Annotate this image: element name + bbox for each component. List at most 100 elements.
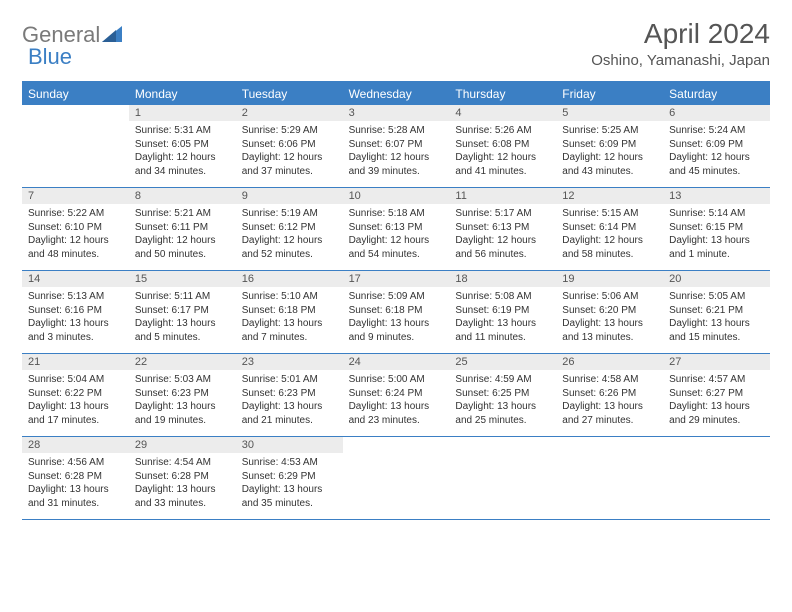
month-title: April 2024	[591, 18, 770, 50]
header: General April 2024 Oshino, Yamanashi, Ja…	[22, 18, 770, 69]
sunrise-line: Sunrise: 5:06 AM	[562, 290, 657, 304]
sunrise-line: Sunrise: 4:57 AM	[669, 373, 764, 387]
weekday-fri: Friday	[556, 83, 663, 105]
day-cell: 24Sunrise: 5:00 AMSunset: 6:24 PMDayligh…	[343, 354, 450, 436]
day-cell: 4Sunrise: 5:26 AMSunset: 6:08 PMDaylight…	[449, 105, 556, 187]
sunset-line: Sunset: 6:23 PM	[135, 387, 230, 401]
day-cell: 1Sunrise: 5:31 AMSunset: 6:05 PMDaylight…	[129, 105, 236, 187]
sunset-line: Sunset: 6:06 PM	[242, 138, 337, 152]
day-body: Sunrise: 5:31 AMSunset: 6:05 PMDaylight:…	[129, 121, 236, 182]
day-body: Sunrise: 5:09 AMSunset: 6:18 PMDaylight:…	[343, 287, 450, 348]
day-body: Sunrise: 5:18 AMSunset: 6:13 PMDaylight:…	[343, 204, 450, 265]
logo-triangle-icon	[102, 26, 122, 44]
day-cell: 3Sunrise: 5:28 AMSunset: 6:07 PMDaylight…	[343, 105, 450, 187]
weekday-sat: Saturday	[663, 83, 770, 105]
daylight-line: Daylight: 13 hours and 25 minutes.	[455, 400, 550, 427]
sunrise-line: Sunrise: 5:21 AM	[135, 207, 230, 221]
daylight-line: Daylight: 13 hours and 9 minutes.	[349, 317, 444, 344]
daylight-line: Daylight: 13 hours and 3 minutes.	[28, 317, 123, 344]
sunrise-line: Sunrise: 4:54 AM	[135, 456, 230, 470]
sunset-line: Sunset: 6:07 PM	[349, 138, 444, 152]
weekday-tue: Tuesday	[236, 83, 343, 105]
sunrise-line: Sunrise: 5:17 AM	[455, 207, 550, 221]
day-number: 3	[343, 105, 450, 121]
day-body: Sunrise: 5:10 AMSunset: 6:18 PMDaylight:…	[236, 287, 343, 348]
sunset-line: Sunset: 6:18 PM	[349, 304, 444, 318]
day-number: 21	[22, 354, 129, 370]
sunset-line: Sunset: 6:10 PM	[28, 221, 123, 235]
day-cell: 19Sunrise: 5:06 AMSunset: 6:20 PMDayligh…	[556, 271, 663, 353]
sunset-line: Sunset: 6:15 PM	[669, 221, 764, 235]
daylight-line: Daylight: 12 hours and 58 minutes.	[562, 234, 657, 261]
sunrise-line: Sunrise: 5:14 AM	[669, 207, 764, 221]
daylight-line: Daylight: 12 hours and 43 minutes.	[562, 151, 657, 178]
day-number: 19	[556, 271, 663, 287]
day-number: 15	[129, 271, 236, 287]
sunrise-line: Sunrise: 5:18 AM	[349, 207, 444, 221]
day-body: Sunrise: 4:57 AMSunset: 6:27 PMDaylight:…	[663, 370, 770, 431]
day-body: Sunrise: 4:54 AMSunset: 6:28 PMDaylight:…	[129, 453, 236, 514]
sunrise-line: Sunrise: 5:10 AM	[242, 290, 337, 304]
daylight-line: Daylight: 13 hours and 15 minutes.	[669, 317, 764, 344]
day-cell: 28Sunrise: 4:56 AMSunset: 6:28 PMDayligh…	[22, 437, 129, 519]
location-text: Oshino, Yamanashi, Japan	[591, 52, 770, 69]
day-number: 6	[663, 105, 770, 121]
sunrise-line: Sunrise: 5:26 AM	[455, 124, 550, 138]
sunrise-line: Sunrise: 5:11 AM	[135, 290, 230, 304]
day-number: 9	[236, 188, 343, 204]
day-cell: 15Sunrise: 5:11 AMSunset: 6:17 PMDayligh…	[129, 271, 236, 353]
day-number: 25	[449, 354, 556, 370]
day-cell	[556, 437, 663, 519]
weekday-mon: Monday	[129, 83, 236, 105]
day-cell: 29Sunrise: 4:54 AMSunset: 6:28 PMDayligh…	[129, 437, 236, 519]
day-number: 12	[556, 188, 663, 204]
day-cell: 7Sunrise: 5:22 AMSunset: 6:10 PMDaylight…	[22, 188, 129, 270]
day-cell: 6Sunrise: 5:24 AMSunset: 6:09 PMDaylight…	[663, 105, 770, 187]
day-number: 29	[129, 437, 236, 453]
daylight-line: Daylight: 13 hours and 27 minutes.	[562, 400, 657, 427]
daylight-line: Daylight: 13 hours and 11 minutes.	[455, 317, 550, 344]
sunrise-line: Sunrise: 5:04 AM	[28, 373, 123, 387]
day-number: 28	[22, 437, 129, 453]
day-number: 4	[449, 105, 556, 121]
logo-word-2: Blue	[28, 44, 72, 70]
weekday-thu: Thursday	[449, 83, 556, 105]
daylight-line: Daylight: 12 hours and 39 minutes.	[349, 151, 444, 178]
sunset-line: Sunset: 6:12 PM	[242, 221, 337, 235]
day-number: 18	[449, 271, 556, 287]
daylight-line: Daylight: 13 hours and 17 minutes.	[28, 400, 123, 427]
day-cell: 14Sunrise: 5:13 AMSunset: 6:16 PMDayligh…	[22, 271, 129, 353]
day-body: Sunrise: 5:04 AMSunset: 6:22 PMDaylight:…	[22, 370, 129, 431]
week-row: 7Sunrise: 5:22 AMSunset: 6:10 PMDaylight…	[22, 188, 770, 271]
day-body: Sunrise: 4:58 AMSunset: 6:26 PMDaylight:…	[556, 370, 663, 431]
daylight-line: Daylight: 12 hours and 41 minutes.	[455, 151, 550, 178]
day-body: Sunrise: 5:29 AMSunset: 6:06 PMDaylight:…	[236, 121, 343, 182]
day-number: 17	[343, 271, 450, 287]
day-cell: 16Sunrise: 5:10 AMSunset: 6:18 PMDayligh…	[236, 271, 343, 353]
weeks-container: 1Sunrise: 5:31 AMSunset: 6:05 PMDaylight…	[22, 105, 770, 520]
day-cell: 25Sunrise: 4:59 AMSunset: 6:25 PMDayligh…	[449, 354, 556, 436]
sunrise-line: Sunrise: 5:19 AM	[242, 207, 337, 221]
day-number: 8	[129, 188, 236, 204]
daylight-line: Daylight: 13 hours and 7 minutes.	[242, 317, 337, 344]
day-number: 30	[236, 437, 343, 453]
day-cell: 8 Sunrise: 5:21 AMSunset: 6:11 PMDaylight…	[129, 188, 236, 270]
day-cell: 2Sunrise: 5:29 AMSunset: 6:06 PMDaylight…	[236, 105, 343, 187]
sunrise-line: Sunrise: 5:03 AM	[135, 373, 230, 387]
daylight-line: Daylight: 13 hours and 23 minutes.	[349, 400, 444, 427]
day-number: 7	[22, 188, 129, 204]
day-body: Sunrise: 5:28 AMSunset: 6:07 PMDaylight:…	[343, 121, 450, 182]
daylight-line: Daylight: 13 hours and 13 minutes.	[562, 317, 657, 344]
daylight-line: Daylight: 12 hours and 50 minutes.	[135, 234, 230, 261]
sunset-line: Sunset: 6:28 PM	[28, 470, 123, 484]
day-body: Sunrise: 5:03 AMSunset: 6:23 PMDaylight:…	[129, 370, 236, 431]
day-cell: 13Sunrise: 5:14 AMSunset: 6:15 PMDayligh…	[663, 188, 770, 270]
day-cell: 9Sunrise: 5:19 AMSunset: 6:12 PMDaylight…	[236, 188, 343, 270]
day-cell	[663, 437, 770, 519]
day-body: Sunrise: 5:08 AMSunset: 6:19 PMDaylight:…	[449, 287, 556, 348]
day-body: Sunrise: 4:56 AMSunset: 6:28 PMDaylight:…	[22, 453, 129, 514]
week-row: 1Sunrise: 5:31 AMSunset: 6:05 PMDaylight…	[22, 105, 770, 188]
sunset-line: Sunset: 6:11 PM	[135, 221, 230, 235]
sunrise-line: Sunrise: 5:29 AM	[242, 124, 337, 138]
day-number: 27	[663, 354, 770, 370]
